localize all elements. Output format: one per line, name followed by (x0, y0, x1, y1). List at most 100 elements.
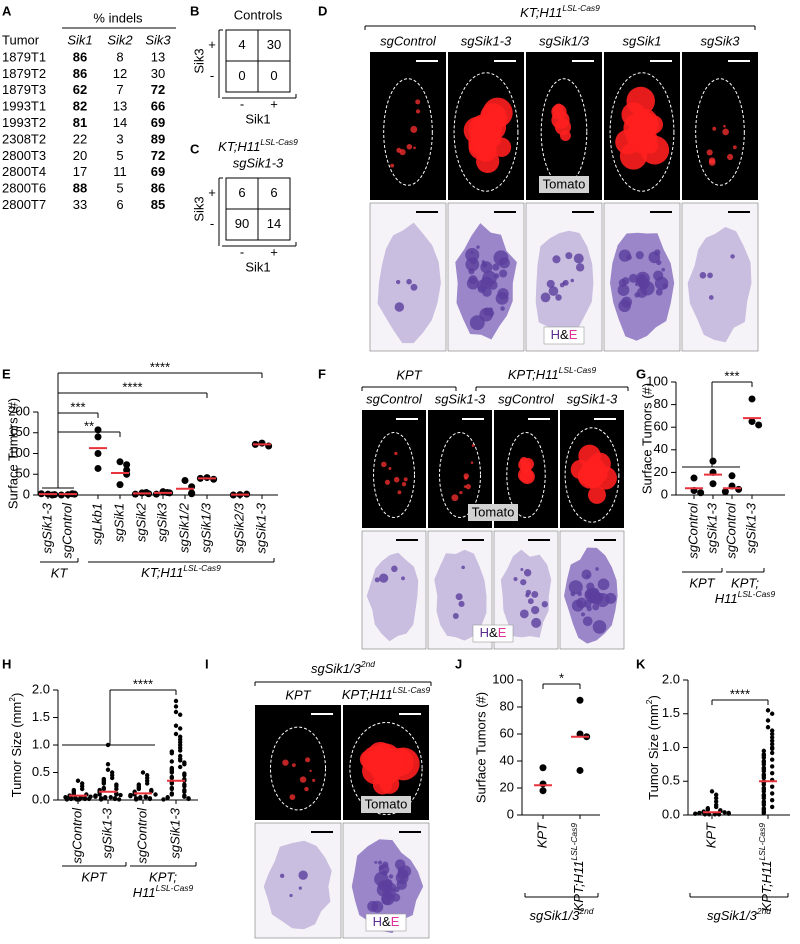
data-point (697, 489, 705, 497)
image-column-label: sgSik3 (700, 33, 740, 48)
grid-cell: 0 (270, 68, 277, 83)
x-tick-label-sup: LSL-Cas9 (569, 823, 579, 861)
table-cell: 86 (151, 181, 165, 196)
significance-label: *** (724, 368, 739, 383)
stain-label-part: H (551, 327, 560, 342)
lung-outline (269, 726, 327, 811)
group-label: H11LSL-Cas9 (715, 589, 776, 606)
significance-label: **** (150, 359, 170, 374)
tumor-stain (469, 315, 485, 331)
tumor-stain (298, 870, 308, 880)
tumor-stain (605, 592, 617, 604)
tumor-stain (480, 276, 493, 289)
table-cell: 8 (116, 49, 123, 64)
significance-label: * (559, 670, 564, 685)
data-point (123, 470, 131, 478)
tumor-stain (656, 259, 662, 266)
image-column-label-sup: LSL-Cas9 (393, 685, 431, 695)
data-point (169, 786, 175, 792)
panel-letter: B (190, 3, 199, 18)
tumor-stain (635, 251, 644, 260)
tumor-stain (617, 284, 630, 296)
data-point (182, 784, 187, 789)
y-axis-label: Surface Tumors (#) (639, 383, 654, 494)
significance-label: **** (133, 676, 153, 691)
data-point (177, 764, 183, 770)
significance-label: *** (70, 399, 85, 414)
data-point (576, 696, 584, 704)
grid-row-label: - (210, 216, 214, 231)
y-tick-label: 1.5 (32, 709, 50, 724)
tumor-stain (628, 273, 638, 283)
image-group-title-sup: LSL-Cas9 (559, 365, 597, 375)
tumor-signal (282, 759, 289, 766)
tumor-stain (573, 253, 584, 264)
data-point (755, 421, 763, 429)
tumor-stain (289, 893, 293, 898)
y-tick-label: 40 (500, 752, 514, 767)
tumor-signal (390, 163, 395, 168)
group-label: KPT; (149, 869, 177, 884)
group-label-part: KT;H11 (141, 565, 183, 580)
image-group-title-sup: 2nd (360, 659, 375, 669)
tumor-stain (580, 612, 586, 617)
data-point (765, 718, 771, 723)
x-tick-label-part: KPT;H11 (571, 861, 586, 912)
tumor-stain (458, 600, 465, 608)
data-point (761, 802, 767, 808)
tumor-signal (299, 776, 307, 783)
data-point (709, 457, 717, 465)
data-point (258, 439, 266, 447)
tumor-stain (520, 568, 524, 572)
y-tick-label: 50 (16, 466, 30, 481)
tumor-stain (406, 278, 412, 285)
lung-tissue (366, 552, 419, 642)
tumor-stain (468, 275, 478, 285)
tumor-signal (309, 769, 312, 773)
label-box (468, 504, 518, 521)
data-point (128, 793, 133, 799)
image-column-label: sgSik1 (622, 33, 661, 48)
y-tick-label: 0.0 (32, 791, 50, 806)
data-point (761, 775, 767, 781)
tumor-stain (397, 867, 403, 873)
data-point (735, 485, 743, 493)
table-cell: 30 (151, 66, 165, 81)
data-point (761, 748, 767, 754)
y-tick-label: 60 (500, 725, 514, 740)
data-point (182, 794, 187, 799)
table-cell: 7 (116, 82, 123, 97)
group-label: KT;H11LSL-Cas9 (141, 563, 221, 580)
tumor-stain (401, 576, 405, 581)
tumor-stain (531, 605, 540, 615)
tumor-signal (732, 145, 737, 150)
x-tick-label-part: KPT;H11 (759, 861, 774, 912)
tumor-stain (707, 272, 713, 279)
tumor-signal (415, 99, 421, 105)
data-point (169, 781, 175, 786)
data-point (116, 797, 122, 802)
data-point (173, 723, 179, 728)
fluorescence-image (362, 410, 426, 528)
tumor-stain (378, 864, 384, 871)
tumor-stain (581, 569, 592, 580)
lung-outline (383, 78, 433, 186)
y-tick-label: 80 (654, 396, 668, 411)
y-axis-label-part: Tumor Size (mm (9, 702, 24, 798)
data-point (114, 792, 119, 797)
grid-cell: 4 (238, 37, 245, 52)
data-point (728, 472, 736, 480)
table-cell: 13 (151, 49, 165, 64)
x-tick-label: sgControl (69, 807, 84, 864)
panel-letter: D (318, 3, 327, 18)
table-header: Sik2 (107, 32, 133, 47)
data-point (149, 789, 154, 794)
data-point (169, 770, 175, 775)
data-point (722, 810, 727, 815)
tumor-signal (578, 444, 601, 468)
tumor-stain (570, 278, 575, 283)
tumor-signal (292, 763, 296, 768)
data-point (182, 773, 187, 778)
data-point (123, 461, 131, 469)
data-point (136, 786, 142, 792)
